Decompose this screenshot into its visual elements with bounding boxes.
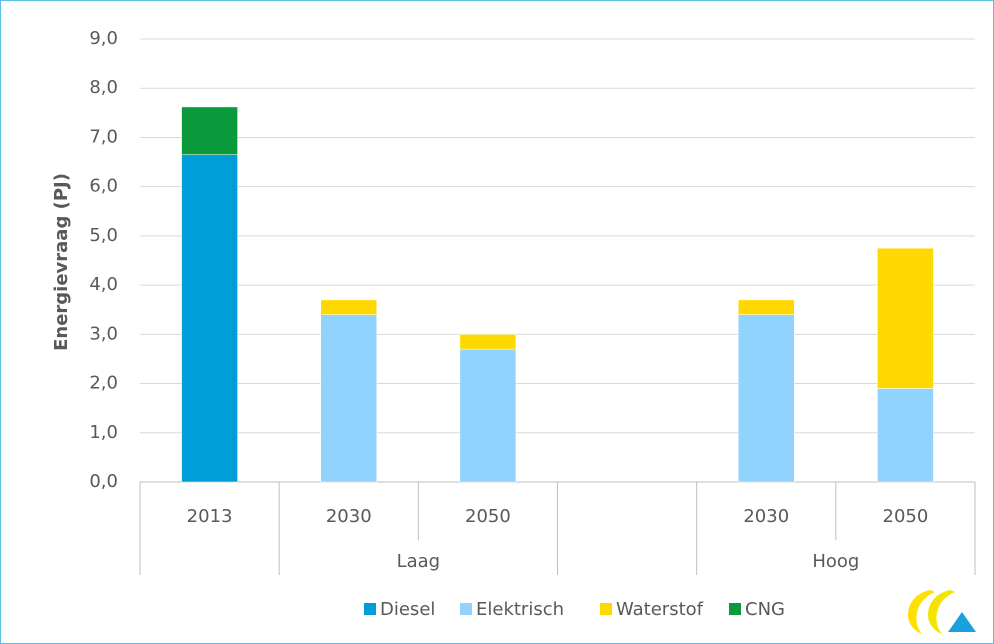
legend-swatch (600, 603, 612, 615)
logo (908, 590, 976, 634)
x-tick-label: 2013 (187, 506, 233, 527)
x-tick-label: 2050 (465, 506, 511, 527)
y-tick-label: 1,0 (89, 422, 118, 443)
legend-swatch (460, 603, 472, 615)
bar-segment (181, 154, 238, 483)
bar-segment (738, 299, 795, 315)
x-tick-label: 2030 (743, 506, 789, 527)
y-tick-label: 3,0 (89, 323, 118, 344)
y-tick-label: 0,0 (89, 471, 118, 492)
y-tick-label: 2,0 (89, 373, 118, 394)
y-tick-label: 4,0 (89, 274, 118, 295)
y-tick-label: 5,0 (89, 225, 118, 246)
group-label: Hoog (812, 551, 859, 572)
y-tick-label: 9,0 (89, 28, 118, 49)
y-axis-label: Energievraag (PJ) (51, 173, 72, 351)
bar-segment (320, 299, 377, 315)
x-tick-label: 2030 (326, 506, 372, 527)
bar-segment (877, 247, 934, 389)
legend-label: Diesel (380, 599, 435, 620)
legend-label: Elektrisch (476, 599, 564, 620)
bar-segment (181, 106, 238, 155)
bar-segment (459, 334, 517, 350)
x-tick-label: 2050 (883, 506, 929, 527)
bar-segment (877, 388, 934, 483)
legend-label: Waterstof (616, 599, 704, 620)
bar-segment (738, 314, 795, 483)
y-tick-label: 7,0 (89, 126, 118, 147)
y-tick-label: 6,0 (89, 176, 118, 197)
bar-segment (459, 348, 517, 483)
group-label: Laag (397, 551, 441, 572)
y-tick-label: 8,0 (89, 77, 118, 98)
legend-label: CNG (745, 599, 785, 620)
legend-swatch (364, 603, 376, 615)
legend-swatch (729, 603, 741, 615)
bar-segment (320, 314, 377, 483)
